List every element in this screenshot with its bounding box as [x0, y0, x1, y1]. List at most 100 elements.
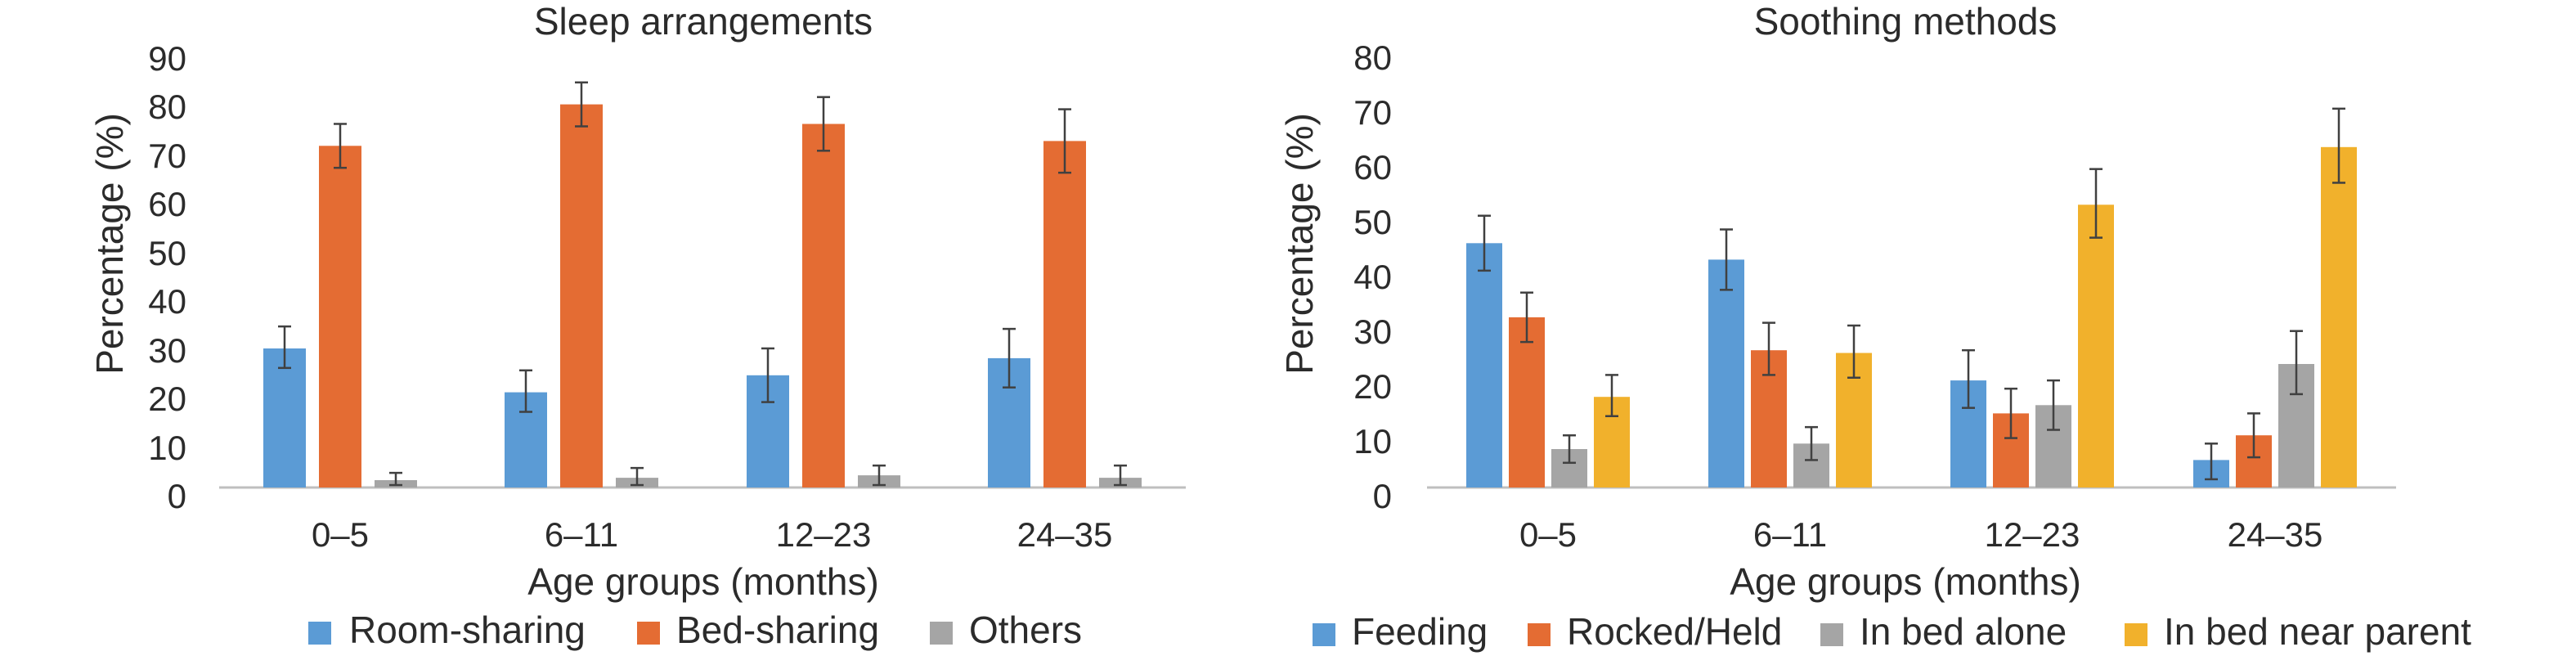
error-bar: [873, 464, 886, 487]
bar: [802, 124, 845, 488]
error-bar: [2247, 412, 2260, 459]
y-tick-label: 40: [148, 282, 186, 321]
legend-swatch: [1313, 623, 1335, 646]
y-axis-ticks: 0 10 20 30 40 50 60 70 80: [1353, 38, 1392, 515]
y-tick-label: 90: [148, 39, 186, 78]
y-tick-label: 50: [148, 234, 186, 272]
x-tick-label: 24–35: [2228, 515, 2323, 554]
bar: [263, 348, 306, 488]
error-bar: [1720, 228, 1733, 291]
legend-item: In bed alone: [1820, 610, 2067, 653]
x-tick-label: 12–23: [776, 515, 872, 554]
error-bar: [2332, 107, 2345, 184]
y-tick-label: 80: [1353, 38, 1392, 77]
bar: [1466, 243, 1502, 488]
error-bar: [1003, 327, 1016, 389]
y-tick-label: 70: [1353, 93, 1392, 132]
legend-swatch: [1820, 623, 1843, 646]
error-bar: [1563, 434, 1576, 465]
error-bar: [278, 325, 291, 370]
legend-item: Rocked/Held: [1528, 610, 1782, 653]
error-bar: [1962, 348, 1975, 409]
x-tick-label: 0–5: [1519, 515, 1577, 554]
y-tick-label: 40: [1353, 258, 1392, 296]
bar: [1509, 317, 1545, 488]
chart-sleep-arrangements: Sleep arrangements Percentage (%) 0 10 2…: [88, 0, 1186, 651]
error-bar: [761, 347, 774, 403]
legend-swatch: [930, 622, 953, 645]
chart-title: Soothing methods: [1754, 0, 2058, 43]
legend-label: Feeding: [1352, 610, 1488, 653]
legend-item: Others: [930, 609, 1082, 651]
legend: Room-sharing Bed-sharing Others: [308, 609, 1082, 651]
error-bar: [1520, 291, 1533, 344]
error-bar: [817, 96, 830, 152]
error-bar: [1605, 374, 1618, 417]
legend-label: Bed-sharing: [676, 609, 879, 651]
legend-item: Room-sharing: [308, 609, 586, 651]
y-tick-label: 20: [148, 380, 186, 418]
y-tick-label: 60: [1353, 148, 1392, 186]
bar: [319, 146, 361, 488]
legend-swatch: [637, 622, 660, 645]
legend-label: Room-sharing: [349, 609, 586, 651]
error-bar: [1478, 214, 1491, 272]
y-axis-ticks: 0 10 20 30 40 50 60 70 80 90: [148, 39, 186, 515]
error-bar: [1847, 324, 1860, 379]
legend-swatch: [308, 622, 331, 645]
error-bar: [631, 466, 644, 487]
error-bar: [519, 369, 532, 413]
legend-label: Others: [969, 609, 1082, 651]
y-tick-label: 30: [1353, 312, 1392, 351]
legend: Feeding Rocked/Held In bed alone In bed …: [1313, 610, 2471, 653]
error-bar: [1114, 464, 1127, 487]
bar: [2078, 204, 2114, 488]
bar: [1043, 141, 1086, 488]
chart-title: Sleep arrangements: [534, 0, 873, 43]
bar: [2321, 146, 2357, 488]
legend-label: In bed alone: [1860, 610, 2067, 653]
y-tick-label: 0: [1373, 477, 1392, 515]
y-tick-label: 70: [148, 137, 186, 175]
x-tick-label: 0–5: [312, 515, 369, 554]
legend-label: In bed near parent: [2164, 610, 2471, 653]
y-tick-label: 50: [1353, 203, 1392, 241]
y-tick-label: 10: [148, 429, 186, 467]
error-bar: [2205, 443, 2218, 481]
x-axis-ticks: 0–5 6–11 12–23 24–35: [1519, 515, 2322, 554]
error-bar: [2290, 330, 2303, 396]
legend-item: Bed-sharing: [637, 609, 879, 651]
legend-label: Rocked/Held: [1567, 610, 1782, 653]
legend-swatch: [1528, 623, 1551, 646]
y-axis-label: Percentage (%): [1278, 113, 1321, 375]
x-tick-label: 6–11: [545, 515, 618, 554]
x-axis-ticks: 0–5 6–11 12–23 24–35: [312, 515, 1112, 554]
legend-item: In bed near parent: [2125, 610, 2471, 653]
error-bar: [575, 81, 588, 128]
bar: [1708, 259, 1744, 488]
error-bar: [2089, 168, 2103, 239]
bar: [560, 104, 603, 488]
error-bar: [389, 471, 402, 487]
legend-item: Feeding: [1313, 610, 1488, 653]
x-tick-label: 24–35: [1017, 515, 1113, 554]
error-bar: [1762, 321, 1775, 376]
x-axis-label: Age groups (months): [527, 560, 879, 603]
error-bar: [1805, 425, 1818, 461]
bars: [263, 81, 1142, 488]
legend-swatch: [2125, 623, 2147, 646]
y-tick-label: 20: [1353, 367, 1392, 406]
error-bar: [2047, 379, 2060, 431]
y-tick-label: 0: [168, 477, 186, 515]
bars: [1466, 107, 2357, 488]
y-tick-label: 60: [148, 185, 186, 223]
y-axis-label: Percentage (%): [88, 113, 131, 375]
x-tick-label: 12–23: [1985, 515, 2080, 554]
error-bar: [334, 123, 347, 169]
error-bar: [1058, 108, 1071, 174]
y-tick-label: 80: [148, 88, 186, 126]
error-bar: [2004, 387, 2017, 439]
chart-soothing-methods: Soothing methods Percentage (%) 0 10 20 …: [1278, 0, 2471, 653]
y-tick-label: 10: [1353, 422, 1392, 461]
